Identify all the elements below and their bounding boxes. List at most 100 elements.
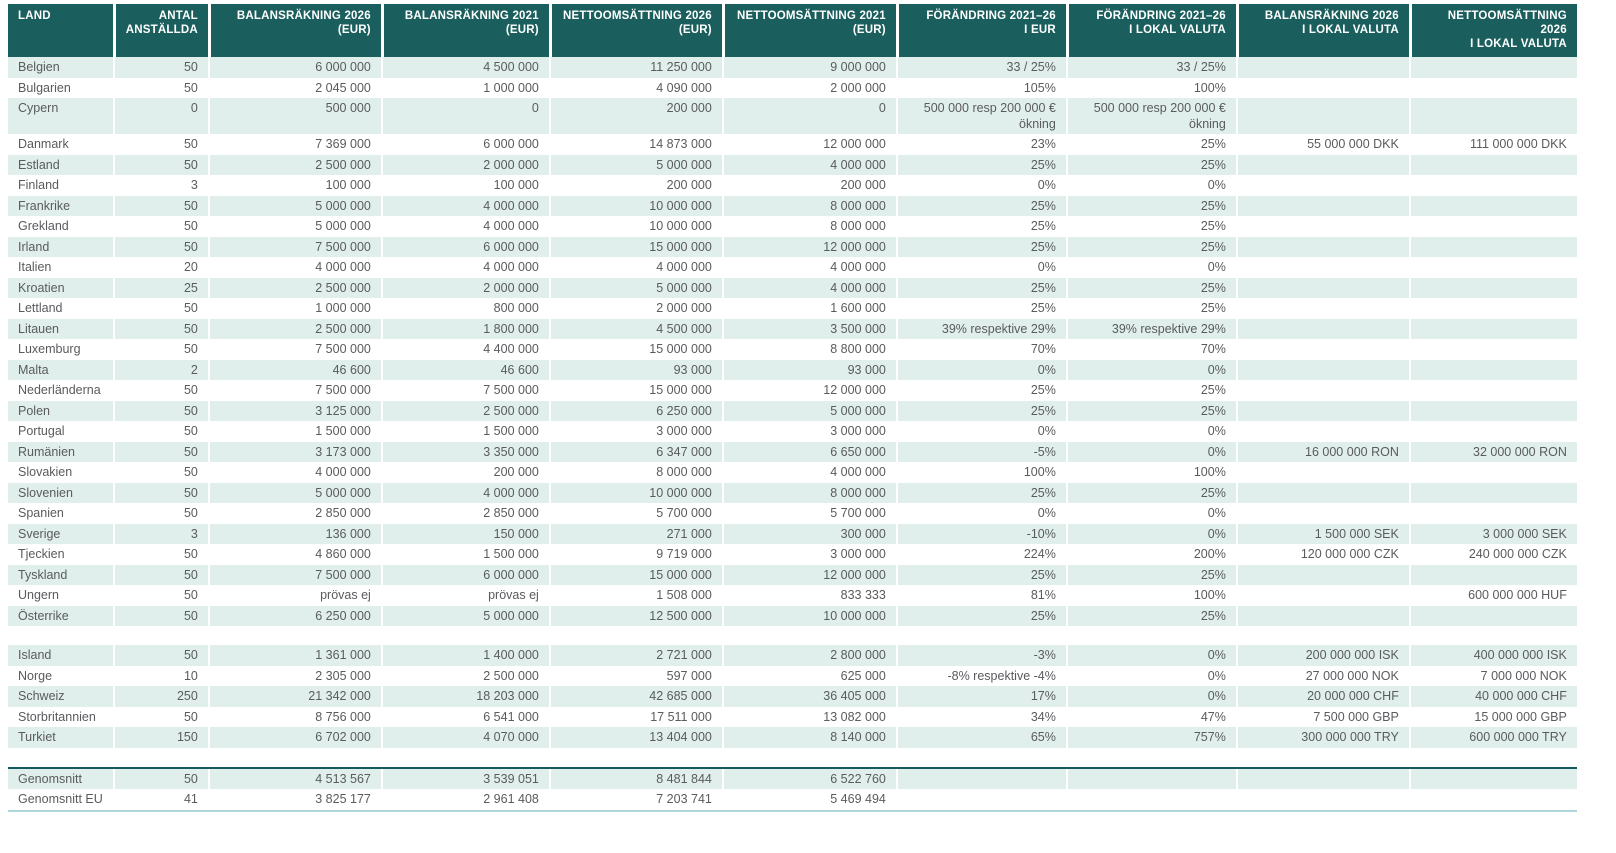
cell-nettoomsattning-2026-lokal xyxy=(1408,216,1577,237)
table-row: Estland 50 2 500 000 2 000 000 5 000 000 4 00… xyxy=(8,154,1577,175)
cell-land: Tyskland xyxy=(8,564,113,585)
cell-balansrakning-2026-eur: 136 000 xyxy=(207,523,381,544)
cell-balansrakning-2021-eur: 2 000 000 xyxy=(380,154,549,175)
header-label: BALANSRÄKNING 2021 xyxy=(404,10,539,22)
cell-balansrakning-2021-eur: 4 000 000 xyxy=(380,257,549,278)
cell-forandring-eur: 17% xyxy=(895,686,1066,707)
cell-antal-anstallda: 3 xyxy=(112,175,208,196)
cell-nettoomsattning-2026-lokal: 15 000 000 GBP xyxy=(1408,706,1577,727)
cell-balansrakning-2021-eur: 1 000 000 xyxy=(380,77,549,98)
table-row: Litauen 50 2 500 000 1 800 000 4 500 000 3 50… xyxy=(8,318,1577,339)
cell-forandring-lokal: 25% xyxy=(1065,380,1236,401)
cell-forandring-lokal: 100% xyxy=(1065,77,1236,98)
cell-forandring-eur: 0% xyxy=(895,503,1066,524)
cell-nettoomsattning-2026-eur: 6 250 000 xyxy=(548,400,722,421)
cell-balansrakning-2021-eur: 6 000 000 xyxy=(380,134,549,155)
cell-forandring-lokal: 25% xyxy=(1065,605,1236,626)
cell-antal-anstallda: 50 xyxy=(112,298,208,319)
cell-balansrakning-2026-eur: 2 045 000 xyxy=(207,77,381,98)
cell-balansrakning-2026-lokal: 1 500 000 SEK xyxy=(1235,523,1409,544)
cell-balansrakning-2021-eur: 0 xyxy=(380,98,549,134)
cell-land: Turkiet xyxy=(8,727,113,748)
header-label: (EUR) xyxy=(505,24,539,36)
cell-balansrakning-2026-lokal: 16 000 000 RON xyxy=(1235,441,1409,462)
cell-antal-anstallda: 2 xyxy=(112,359,208,380)
cell-nettoomsattning-2021-eur: 8 000 000 xyxy=(721,195,896,216)
cell-balansrakning-2026-eur: 2 305 000 xyxy=(207,665,381,686)
cell-balansrakning-2026-eur: 7 500 000 xyxy=(207,339,381,360)
column-header-land: LAND xyxy=(8,4,113,57)
header-label: LAND xyxy=(18,10,51,22)
cell-balansrakning-2026-lokal xyxy=(1235,298,1409,319)
cell-balansrakning-2021-eur: 46 600 xyxy=(380,359,549,380)
table-row: Nederländerna 50 7 500 000 7 500 000 15 000 … xyxy=(8,380,1577,401)
cell-forandring-eur: 100% xyxy=(895,462,1066,483)
cell-forandring-eur: 0% xyxy=(895,257,1066,278)
cell-nettoomsattning-2026-lokal: 600 000 000 HUF xyxy=(1408,585,1577,606)
cell-nettoomsattning-2021-eur: 8 140 000 xyxy=(721,727,896,748)
cell-antal-anstallda: 10 xyxy=(112,665,208,686)
column-header-forandring-eur: FÖRÄNDRING 2021–26 I EUR xyxy=(895,4,1066,57)
cell-nettoomsattning-2026-eur: 4 090 000 xyxy=(548,77,722,98)
cell-balansrakning-2026-lokal xyxy=(1235,421,1409,442)
cell-nettoomsattning-2021-eur: 625 000 xyxy=(721,665,896,686)
cell-nettoomsattning-2026-lokal xyxy=(1408,98,1577,134)
cell-nettoomsattning-2026-eur: 2 721 000 xyxy=(548,645,722,666)
cell-antal-anstallda: 50 xyxy=(112,462,208,483)
cell-forandring-lokal: 0% xyxy=(1065,175,1236,196)
cell-forandring-lokal: 0% xyxy=(1065,359,1236,380)
cell-balansrakning-2021-eur: 2 961 408 xyxy=(380,789,549,810)
section-spacer xyxy=(8,747,1577,767)
header-label: I LOKAL VALUTA xyxy=(1470,38,1567,50)
cell-forandring-eur: 33 / 25% xyxy=(895,57,1066,78)
cell-nettoomsattning-2021-eur: 4 000 000 xyxy=(721,462,896,483)
cell-nettoomsattning-2026-lokal: 240 000 000 CZK xyxy=(1408,544,1577,565)
cell-nettoomsattning-2026-lokal xyxy=(1408,57,1577,78)
section-spacer xyxy=(8,626,1577,645)
cell-nettoomsattning-2021-eur: 8 000 000 xyxy=(721,216,896,237)
cell-antal-anstallda: 50 xyxy=(112,605,208,626)
table-row: Danmark 50 7 369 000 6 000 000 14 873 000 12 … xyxy=(8,134,1577,155)
cell-nettoomsattning-2021-eur: 36 405 000 xyxy=(721,686,896,707)
cell-antal-anstallda: 50 xyxy=(112,544,208,565)
cell-forandring-eur: -10% xyxy=(895,523,1066,544)
column-header-forandring-lokal-valuta: FÖRÄNDRING 2021–26 I LOKAL VALUTA xyxy=(1065,4,1236,57)
cell-nettoomsattning-2021-eur: 12 000 000 xyxy=(721,134,896,155)
cell-balansrakning-2021-eur: 4 000 000 xyxy=(380,482,549,503)
cell-nettoomsattning-2021-eur: 6 522 760 xyxy=(721,768,896,789)
cell-antal-anstallda: 50 xyxy=(112,645,208,666)
cell-nettoomsattning-2026-eur: 5 700 000 xyxy=(548,503,722,524)
cell-forandring-eur: -8% respektive -4% xyxy=(895,665,1066,686)
cell-balansrakning-2026-lokal xyxy=(1235,195,1409,216)
cell-balansrakning-2026-lokal xyxy=(1235,257,1409,278)
cell-forandring-lokal: 25% xyxy=(1065,400,1236,421)
cell-nettoomsattning-2026-lokal xyxy=(1408,257,1577,278)
cell-forandring-eur: 25% xyxy=(895,400,1066,421)
cell-antal-anstallda: 41 xyxy=(112,789,208,810)
table-row: Grekland 50 5 000 000 4 000 000 10 000 000 8 … xyxy=(8,216,1577,237)
cell-land: Estland xyxy=(8,154,113,175)
cell-land: Österrike xyxy=(8,605,113,626)
cell-balansrakning-2021-eur: 2 500 000 xyxy=(380,400,549,421)
cell-balansrakning-2021-eur: 6 541 000 xyxy=(380,706,549,727)
cell-nettoomsattning-2026-eur: 271 000 xyxy=(548,523,722,544)
section-spacer xyxy=(8,747,1577,767)
cell-balansrakning-2026-lokal xyxy=(1235,789,1409,810)
cell-balansrakning-2021-eur: 2 850 000 xyxy=(380,503,549,524)
header-label: (EUR) xyxy=(852,24,886,36)
cell-nettoomsattning-2021-eur: 12 000 000 xyxy=(721,236,896,257)
cell-balansrakning-2026-lokal xyxy=(1235,605,1409,626)
cell-nettoomsattning-2021-eur: 3 000 000 xyxy=(721,421,896,442)
cell-balansrakning-2026-eur: 4 513 567 xyxy=(207,768,381,789)
cell-nettoomsattning-2026-eur: 4 000 000 xyxy=(548,257,722,278)
cell-balansrakning-2026-lokal: 200 000 000 ISK xyxy=(1235,645,1409,666)
cell-balansrakning-2021-eur: 100 000 xyxy=(380,175,549,196)
header-label: (EUR) xyxy=(337,24,371,36)
cell-nettoomsattning-2026-eur: 4 500 000 xyxy=(548,318,722,339)
cell-nettoomsattning-2026-lokal xyxy=(1408,339,1577,360)
column-header-nettoomsattning-2026-lokal-valuta: NETTOOMSÄTTNING 2026 I LOKAL VALUTA xyxy=(1408,4,1577,57)
cell-balansrakning-2026-eur: 100 000 xyxy=(207,175,381,196)
cell-balansrakning-2026-eur: 3 825 177 xyxy=(207,789,381,810)
cell-forandring-lokal: 0% xyxy=(1065,523,1236,544)
cell-nettoomsattning-2026-eur: 3 000 000 xyxy=(548,421,722,442)
